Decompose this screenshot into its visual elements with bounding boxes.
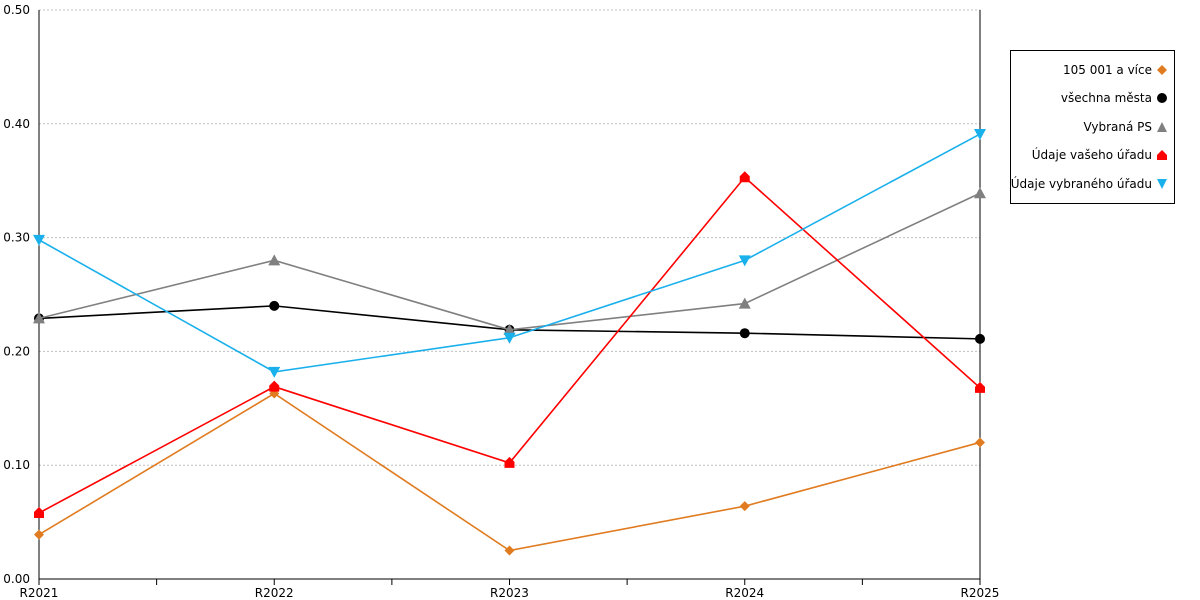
- legend-label: 105 001 a více: [1062, 63, 1152, 77]
- data-point: [738, 255, 751, 267]
- data-point: [34, 506, 44, 518]
- data-point: [975, 437, 985, 448]
- data-point: [739, 171, 750, 183]
- data-point: [33, 312, 45, 324]
- data-point: [34, 529, 44, 540]
- y-tick-label: 0.40: [3, 117, 30, 131]
- x-tick-label: R2024: [725, 586, 764, 600]
- data-point: [269, 300, 280, 311]
- legend-item-4: Údaje vybraného úřadu: [1011, 176, 1168, 192]
- data-point: [975, 333, 985, 344]
- series-2: [33, 187, 986, 335]
- triangle-down-icon: [1157, 179, 1167, 189]
- y-tick-label: 0.10: [3, 458, 30, 472]
- legend-item-0: 105 001 a více: [1063, 62, 1168, 78]
- data-point: [975, 381, 985, 393]
- diamond-icon: [1157, 65, 1167, 75]
- y-tick-label: 0.00: [3, 572, 30, 586]
- data-point: [504, 456, 515, 468]
- series-line: [38, 392, 981, 552]
- series-4: [33, 129, 986, 378]
- legend-label: Údaje vybraného úřadu: [1010, 177, 1152, 191]
- legend-item-2: Vybraná PS: [1083, 119, 1168, 135]
- y-tick-label: 0.20: [3, 344, 30, 358]
- series-lines: [33, 129, 986, 556]
- data-point: [974, 187, 986, 199]
- data-point: [268, 254, 281, 266]
- legend-item-3: Údaje vašeho úřadu: [1032, 147, 1168, 163]
- data-point: [739, 501, 750, 512]
- x-tick-label: R2023: [490, 586, 529, 600]
- legend-item-1: všechna města: [1061, 90, 1168, 106]
- data-point: [268, 366, 281, 378]
- data-point: [738, 297, 751, 309]
- data-point: [503, 323, 516, 335]
- legend-label: Údaje vašeho úřadu: [1031, 148, 1152, 162]
- house-icon: [1157, 150, 1167, 160]
- x-tick-label: R2025: [961, 586, 1000, 600]
- y-tick-label: 0.30: [3, 231, 30, 245]
- legend-label: všechna města: [1060, 91, 1152, 105]
- axes: [38, 10, 981, 585]
- x-tick-label: R2021: [20, 586, 59, 600]
- data-point: [504, 545, 515, 556]
- grid-lines: [39, 9, 980, 466]
- data-point: [33, 234, 45, 246]
- y-tick-label: 0.50: [3, 3, 30, 17]
- legend-label: Vybraná PS: [1083, 120, 1152, 134]
- tick-labels: 0.00 0.10 0.20 0.30 0.40 0.50 R2021 R2022 R2023 R…: [3, 3, 999, 600]
- data-point: [503, 332, 516, 344]
- legend: 105 001 a více všechna města Vybraná PS …: [1010, 50, 1175, 204]
- data-point: [269, 380, 280, 392]
- series-3: [34, 171, 985, 518]
- data-point: [739, 328, 750, 339]
- data-point: [974, 129, 986, 141]
- triangle-up-icon: [1157, 122, 1167, 132]
- x-tick-label: R2022: [255, 586, 294, 600]
- circle-icon: [1157, 93, 1167, 103]
- series-0: [34, 388, 985, 556]
